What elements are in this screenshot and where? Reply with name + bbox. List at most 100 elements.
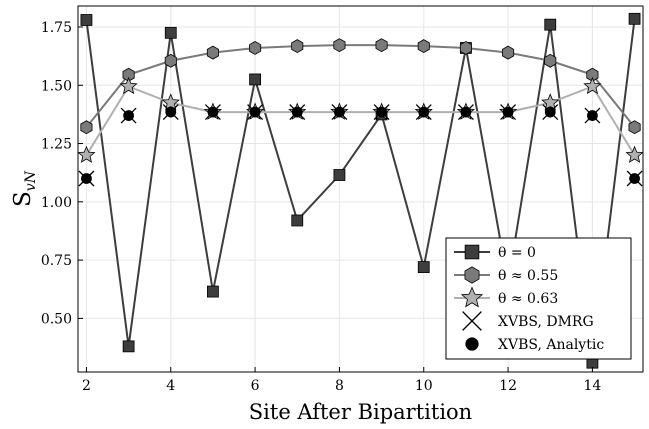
x-tick-label: 12 xyxy=(499,378,517,394)
series-markers-1 xyxy=(80,38,641,135)
y-tick-label: 1.00 xyxy=(41,195,72,211)
legend-label: XVBS, DMRG xyxy=(498,314,594,330)
data-point xyxy=(289,104,306,121)
legend-item-1: θ ≈ 0.55 xyxy=(454,266,558,284)
data-point xyxy=(625,145,644,163)
y-tick-label: 1.25 xyxy=(41,137,72,153)
x-stroke xyxy=(331,104,348,121)
data-point xyxy=(206,45,219,60)
data-point xyxy=(291,214,304,227)
data-point xyxy=(628,120,641,135)
y-tick-label: 1.50 xyxy=(41,78,72,94)
data-point xyxy=(544,18,557,31)
data-point xyxy=(500,104,517,121)
data-point xyxy=(247,104,264,121)
series-1 xyxy=(85,44,636,128)
legend-item-3: XVBS, DMRG xyxy=(462,311,594,331)
data-point xyxy=(204,104,221,121)
x-tick-label: 6 xyxy=(251,378,260,394)
legend-label: XVBS, Analytic xyxy=(498,337,604,353)
x-stroke xyxy=(584,107,601,124)
axes: 2 4 6 8 10 12 14 0.50 0.75 1.00 1.25 1.50 1.75 xyxy=(41,20,602,394)
legend-marker xyxy=(464,266,480,284)
data-point xyxy=(207,285,219,298)
legend-label: θ = 0 xyxy=(498,245,536,261)
legend-label: θ ≈ 0.55 xyxy=(498,268,558,284)
data-point xyxy=(583,76,602,95)
x-stroke xyxy=(162,104,179,121)
x-stroke xyxy=(247,104,264,121)
data-point xyxy=(502,45,515,60)
data-point xyxy=(333,38,346,53)
x-stroke xyxy=(289,104,306,121)
x-stroke xyxy=(542,104,559,121)
y-axis-label-subscript: vN xyxy=(23,170,39,191)
data-point xyxy=(291,39,304,54)
data-point xyxy=(417,39,430,54)
x-stroke xyxy=(78,170,95,187)
data-point xyxy=(459,40,472,55)
x-stroke xyxy=(500,104,517,121)
x-tick-label: 8 xyxy=(335,378,344,394)
legend-marker xyxy=(460,286,484,308)
x-tick-label: 14 xyxy=(583,378,601,394)
y-tick-label: 0.50 xyxy=(41,311,72,327)
data-point xyxy=(333,169,346,181)
data-point xyxy=(164,26,177,39)
data-point xyxy=(542,104,559,121)
series-line-0 xyxy=(85,18,636,363)
series-line-1 xyxy=(85,44,636,128)
x-tick-label: 10 xyxy=(415,378,433,394)
legend-item-0: θ = 0 xyxy=(454,244,536,261)
x-stroke xyxy=(457,104,474,121)
legend: θ = 0 θ ≈ 0.55 θ ≈ 0.63 XVBS, DMRG XVBS, Ana… xyxy=(445,237,632,360)
series-0 xyxy=(85,18,636,363)
data-point xyxy=(77,145,96,163)
data-point xyxy=(544,53,557,68)
legend-item-2: θ ≈ 0.63 xyxy=(454,286,558,308)
legend-marker xyxy=(464,244,480,260)
x-tick-label: 2 xyxy=(82,378,91,394)
x-stroke xyxy=(373,104,390,121)
data-point xyxy=(162,104,179,121)
data-point xyxy=(161,93,180,111)
legend-label: θ ≈ 0.63 xyxy=(498,291,558,307)
data-point xyxy=(375,38,388,53)
data-point xyxy=(373,104,390,121)
legend-marker xyxy=(465,337,479,351)
x-stroke xyxy=(462,311,482,331)
data-point xyxy=(415,104,432,121)
data-point xyxy=(249,40,262,55)
y-tick-label: 1.75 xyxy=(41,20,72,36)
data-point xyxy=(122,340,135,353)
data-point xyxy=(249,73,261,86)
y-tick-label: 0.75 xyxy=(41,253,72,269)
data-point xyxy=(164,53,177,68)
data-point xyxy=(80,14,93,26)
data-point xyxy=(584,107,601,124)
series-markers-3 xyxy=(78,104,643,187)
data-point xyxy=(331,104,348,121)
series-layer xyxy=(77,12,644,369)
data-point xyxy=(417,261,430,273)
data-point xyxy=(457,104,474,121)
legend-item-4: XVBS, Analytic xyxy=(465,337,604,353)
data-point xyxy=(78,170,95,187)
data-point xyxy=(628,12,641,25)
x-stroke xyxy=(120,107,137,124)
x-tick-label: 4 xyxy=(166,378,175,394)
x-stroke xyxy=(415,104,432,121)
y-axis-label: SvN xyxy=(10,170,39,207)
data-point xyxy=(80,120,93,135)
data-point xyxy=(120,107,137,124)
plot-frame xyxy=(77,5,644,373)
y-axis-label-main: S xyxy=(10,191,36,207)
x-axis-label: Site After Bipartition xyxy=(249,400,472,424)
x-stroke xyxy=(204,104,221,121)
data-point xyxy=(626,170,643,187)
legend-marker xyxy=(462,311,482,331)
data-point xyxy=(119,76,138,95)
data-point xyxy=(541,93,560,111)
x-stroke xyxy=(626,170,643,187)
